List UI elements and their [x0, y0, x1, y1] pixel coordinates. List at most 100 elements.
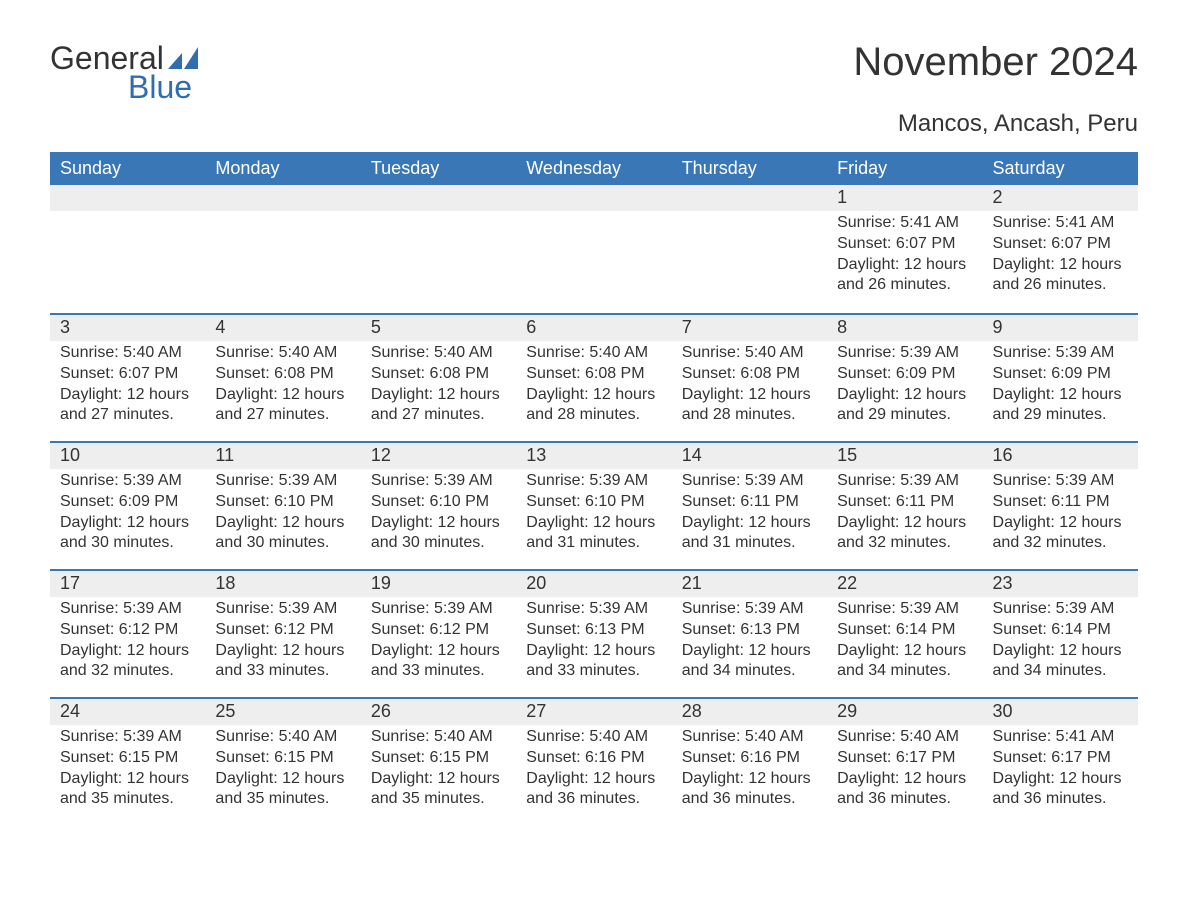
calendar-cell: 4Sunrise: 5:40 AMSunset: 6:08 PMDaylight…	[205, 315, 360, 441]
sunset-text: Sunset: 6:11 PM	[682, 492, 817, 513]
calendar-week: 1Sunrise: 5:41 AMSunset: 6:07 PMDaylight…	[50, 185, 1138, 313]
calendar-cell: 26Sunrise: 5:40 AMSunset: 6:15 PMDayligh…	[361, 699, 516, 825]
day-number: 27	[516, 699, 671, 725]
calendar-cell: 27Sunrise: 5:40 AMSunset: 6:16 PMDayligh…	[516, 699, 671, 825]
sunset-text: Sunset: 6:08 PM	[682, 364, 817, 385]
daylight-text-a: Daylight: 12 hours	[993, 255, 1128, 276]
day-data: Sunrise: 5:39 AMSunset: 6:11 PMDaylight:…	[983, 469, 1138, 562]
daylight-text-a: Daylight: 12 hours	[526, 769, 661, 790]
day-number: 23	[983, 571, 1138, 597]
daylight-text-a: Daylight: 12 hours	[215, 513, 350, 534]
sunrise-text: Sunrise: 5:39 AM	[993, 343, 1128, 364]
day-data: Sunrise: 5:39 AMSunset: 6:10 PMDaylight:…	[361, 469, 516, 562]
day-data: Sunrise: 5:39 AMSunset: 6:14 PMDaylight:…	[827, 597, 982, 690]
calendar-cell: 23Sunrise: 5:39 AMSunset: 6:14 PMDayligh…	[983, 571, 1138, 697]
day-data: Sunrise: 5:40 AMSunset: 6:08 PMDaylight:…	[516, 341, 671, 434]
day-number	[672, 185, 827, 211]
day-data: Sunrise: 5:39 AMSunset: 6:11 PMDaylight:…	[827, 469, 982, 562]
daylight-text-a: Daylight: 12 hours	[682, 385, 817, 406]
day-number: 29	[827, 699, 982, 725]
sunrise-text: Sunrise: 5:39 AM	[371, 471, 506, 492]
daylight-text-b: and 29 minutes.	[837, 405, 972, 426]
calendar-cell: 16Sunrise: 5:39 AMSunset: 6:11 PMDayligh…	[983, 443, 1138, 569]
sunset-text: Sunset: 6:09 PM	[837, 364, 972, 385]
sunrise-text: Sunrise: 5:40 AM	[371, 727, 506, 748]
sunrise-text: Sunrise: 5:39 AM	[60, 599, 195, 620]
calendar-cell	[516, 185, 671, 313]
day-number	[50, 185, 205, 211]
dow-monday: Monday	[205, 152, 360, 185]
header: General Blue November 2024	[50, 40, 1138, 106]
daylight-text-a: Daylight: 12 hours	[993, 641, 1128, 662]
day-data: Sunrise: 5:39 AMSunset: 6:13 PMDaylight:…	[672, 597, 827, 690]
day-number: 12	[361, 443, 516, 469]
calendar-cell: 14Sunrise: 5:39 AMSunset: 6:11 PMDayligh…	[672, 443, 827, 569]
calendar-cell: 3Sunrise: 5:40 AMSunset: 6:07 PMDaylight…	[50, 315, 205, 441]
dow-friday: Friday	[827, 152, 982, 185]
day-number: 24	[50, 699, 205, 725]
calendar-cell: 10Sunrise: 5:39 AMSunset: 6:09 PMDayligh…	[50, 443, 205, 569]
sunrise-text: Sunrise: 5:39 AM	[526, 471, 661, 492]
daylight-text-b: and 27 minutes.	[371, 405, 506, 426]
day-data: Sunrise: 5:39 AMSunset: 6:09 PMDaylight:…	[827, 341, 982, 434]
daylight-text-a: Daylight: 12 hours	[993, 769, 1128, 790]
sunset-text: Sunset: 6:15 PM	[215, 748, 350, 769]
day-data: Sunrise: 5:41 AMSunset: 6:07 PMDaylight:…	[983, 211, 1138, 304]
sunrise-text: Sunrise: 5:40 AM	[682, 343, 817, 364]
sunset-text: Sunset: 6:10 PM	[526, 492, 661, 513]
sunrise-text: Sunrise: 5:40 AM	[526, 727, 661, 748]
dow-sunday: Sunday	[50, 152, 205, 185]
daylight-text-b: and 31 minutes.	[682, 533, 817, 554]
sunrise-text: Sunrise: 5:41 AM	[993, 213, 1128, 234]
daylight-text-b: and 28 minutes.	[526, 405, 661, 426]
day-number: 25	[205, 699, 360, 725]
calendar: Sunday Monday Tuesday Wednesday Thursday…	[50, 152, 1138, 825]
day-data: Sunrise: 5:40 AMSunset: 6:08 PMDaylight:…	[361, 341, 516, 434]
daylight-text-b: and 26 minutes.	[837, 275, 972, 296]
sunrise-text: Sunrise: 5:40 AM	[215, 727, 350, 748]
daylight-text-b: and 30 minutes.	[60, 533, 195, 554]
daylight-text-a: Daylight: 12 hours	[60, 641, 195, 662]
daylight-text-a: Daylight: 12 hours	[215, 641, 350, 662]
sunset-text: Sunset: 6:11 PM	[993, 492, 1128, 513]
day-number: 9	[983, 315, 1138, 341]
day-data: Sunrise: 5:40 AMSunset: 6:15 PMDaylight:…	[361, 725, 516, 818]
day-data: Sunrise: 5:40 AMSunset: 6:08 PMDaylight:…	[672, 341, 827, 434]
sunset-text: Sunset: 6:15 PM	[371, 748, 506, 769]
day-number: 4	[205, 315, 360, 341]
calendar-cell: 5Sunrise: 5:40 AMSunset: 6:08 PMDaylight…	[361, 315, 516, 441]
calendar-cell	[50, 185, 205, 313]
sunset-text: Sunset: 6:08 PM	[215, 364, 350, 385]
daylight-text-b: and 28 minutes.	[682, 405, 817, 426]
daylight-text-b: and 36 minutes.	[993, 789, 1128, 810]
day-number: 22	[827, 571, 982, 597]
daylight-text-b: and 32 minutes.	[993, 533, 1128, 554]
calendar-cell: 12Sunrise: 5:39 AMSunset: 6:10 PMDayligh…	[361, 443, 516, 569]
calendar-cell: 22Sunrise: 5:39 AMSunset: 6:14 PMDayligh…	[827, 571, 982, 697]
day-number: 14	[672, 443, 827, 469]
daylight-text-b: and 27 minutes.	[215, 405, 350, 426]
sunset-text: Sunset: 6:12 PM	[215, 620, 350, 641]
day-number: 30	[983, 699, 1138, 725]
day-data: Sunrise: 5:40 AMSunset: 6:16 PMDaylight:…	[672, 725, 827, 818]
sunset-text: Sunset: 6:08 PM	[371, 364, 506, 385]
calendar-cell: 17Sunrise: 5:39 AMSunset: 6:12 PMDayligh…	[50, 571, 205, 697]
day-data: Sunrise: 5:40 AMSunset: 6:08 PMDaylight:…	[205, 341, 360, 434]
calendar-week: 3Sunrise: 5:40 AMSunset: 6:07 PMDaylight…	[50, 313, 1138, 441]
sunset-text: Sunset: 6:10 PM	[215, 492, 350, 513]
calendar-cell: 19Sunrise: 5:39 AMSunset: 6:12 PMDayligh…	[361, 571, 516, 697]
calendar-cell: 25Sunrise: 5:40 AMSunset: 6:15 PMDayligh…	[205, 699, 360, 825]
daylight-text-b: and 27 minutes.	[60, 405, 195, 426]
sunrise-text: Sunrise: 5:39 AM	[371, 599, 506, 620]
day-number: 6	[516, 315, 671, 341]
day-number: 28	[672, 699, 827, 725]
day-number: 20	[516, 571, 671, 597]
daylight-text-a: Daylight: 12 hours	[682, 513, 817, 534]
calendar-week: 24Sunrise: 5:39 AMSunset: 6:15 PMDayligh…	[50, 697, 1138, 825]
calendar-cell: 29Sunrise: 5:40 AMSunset: 6:17 PMDayligh…	[827, 699, 982, 825]
daylight-text-b: and 34 minutes.	[682, 661, 817, 682]
day-number: 19	[361, 571, 516, 597]
day-data: Sunrise: 5:41 AMSunset: 6:07 PMDaylight:…	[827, 211, 982, 304]
daylight-text-a: Daylight: 12 hours	[993, 385, 1128, 406]
day-number: 10	[50, 443, 205, 469]
